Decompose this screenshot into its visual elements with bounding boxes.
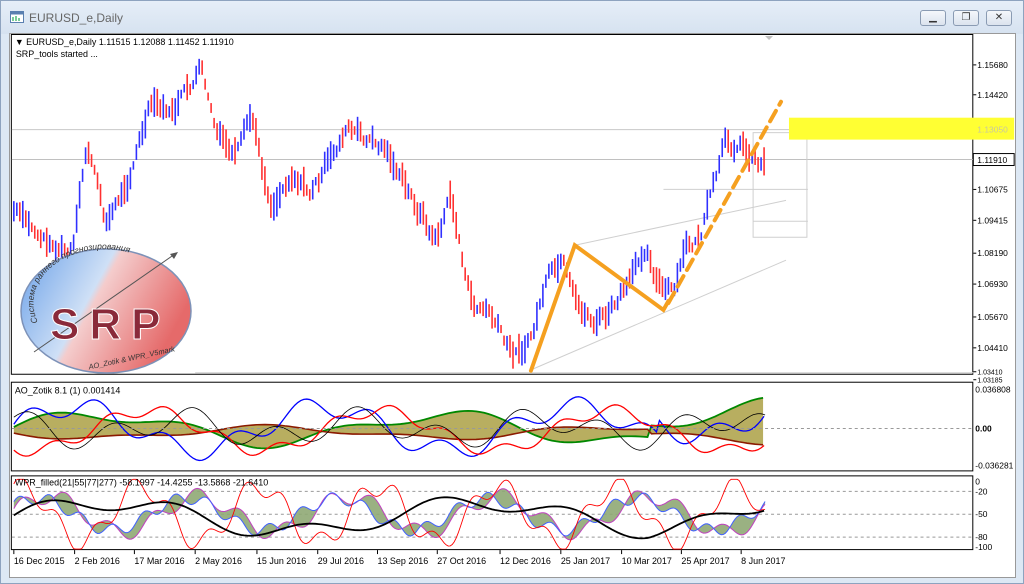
price-axis-label: 1.08190 [977, 248, 1008, 258]
ao-black-line [13, 406, 766, 451]
wpr-blue-line [13, 491, 766, 537]
time-axis-label: 29 Jul 2016 [318, 556, 364, 566]
time-axis-label: 2 Feb 2016 [75, 556, 120, 566]
time-axis-label: 17 Mar 2016 [134, 556, 184, 566]
highlight-zone[interactable] [788, 117, 1015, 140]
price-axis-label: 1.10675 [977, 184, 1008, 194]
ao-blue-line [13, 396, 765, 462]
current-price-label: 1.11910 [977, 155, 1007, 165]
restore-button[interactable]: ❐ [953, 10, 979, 26]
wpr-black-line [13, 496, 765, 540]
close-icon: ✕ [994, 12, 1004, 23]
price-axis: 1.15680 1.14420 1.10675 1.09415 1.08190 1.069… [973, 60, 1008, 385]
time-axis-label: 15 Jun 2016 [257, 556, 306, 566]
time-axis-label: 27 Oct 2016 [437, 556, 486, 566]
ao-green-line [13, 396, 764, 450]
price-axis-label: 1.06930 [977, 279, 1008, 289]
time-axis-label: 25 Jan 2017 [561, 556, 610, 566]
time-axis-label: 13 Sep 2016 [377, 556, 428, 566]
status-text: SRP_tools started ... [16, 49, 98, 59]
minimize-icon: ▁ [929, 12, 937, 23]
pattern-lines[interactable] [528, 99, 784, 373]
ao-red-line [13, 404, 765, 457]
main-panel-header: ▼ EURUSD_e,Daily 1.11515 1.12088 1.11452… [15, 37, 234, 47]
ao-brown-line [13, 423, 764, 446]
chart-window-icon [10, 11, 24, 23]
ao-header: AO_Zotik 8.1 (1) 0.001414 [15, 386, 121, 396]
wpr-panel: WPR_filled(21|55|77|277) -58.1997 -14.42… [11, 477, 974, 550]
ao-panel: AO_Zotik 8.1 (1) 0.001414 [11, 386, 974, 462]
panel-frames [10, 34, 974, 551]
ao-axis: 0.036808 0.00 -0.036281 [975, 385, 1013, 471]
time-axis-label: 10 Mar 2017 [622, 556, 672, 566]
forecast-dashed-line[interactable] [666, 99, 784, 306]
time-axis-label: 8 Jun 2017 [741, 556, 785, 566]
wpr-header: WPR_filled(21|55|77|277) -58.1997 -14.42… [15, 477, 268, 487]
minimize-button[interactable]: ▁ [920, 10, 946, 26]
zigzag-pattern-line[interactable] [528, 242, 671, 373]
wpr-axis-label: -50 [975, 509, 988, 519]
wpr-axis-label: -20 [975, 486, 988, 496]
time-axis-label: 12 Dec 2016 [500, 556, 551, 566]
price-bars [13, 58, 765, 369]
time-axis: 16 Dec 2015 2 Feb 2016 17 Mar 2016 2 May 20… [13, 550, 785, 566]
highlight-price-label: 1.13050 [977, 125, 1008, 135]
price-axis-label: 1.05670 [977, 312, 1008, 322]
wpr-axis-label: 0 [975, 476, 980, 486]
price-axis-label: 1.15680 [977, 60, 1008, 70]
time-axis-label: 16 Dec 2015 [14, 556, 65, 566]
wpr-axis-label: -80 [975, 532, 988, 542]
price-axis-label: 1.04410 [977, 343, 1008, 353]
close-button[interactable]: ✕ [986, 10, 1012, 26]
srp-logo: Система раннего прогнозирования SRP AO_Z… [20, 244, 192, 374]
time-axis-label: 2 May 2016 [195, 556, 242, 566]
price-axis-label: 1.09415 [977, 215, 1008, 225]
ao-axis-label: 0.00 [975, 424, 992, 434]
ao-fill-area [13, 397, 764, 449]
price-axis-label: 1.03410 [977, 370, 1002, 377]
ao-axis-label: 0.036808 [975, 385, 1011, 395]
pattern-guides [528, 132, 808, 372]
logo-text: SRP [50, 300, 170, 349]
wpr-fill-area [13, 488, 766, 540]
price-axis-label: 1.03185 [977, 378, 1002, 385]
current-price-box [972, 153, 1015, 167]
wpr-axis-label: -100 [975, 542, 992, 552]
restore-icon: ❐ [961, 12, 971, 23]
window-title: EURUSD_e,Daily [29, 11, 124, 25]
title-bar[interactable]: EURUSD_e,Daily ▁ ❐ ✕ [1, 1, 1023, 34]
wpr-red-line [13, 478, 766, 550]
wpr-axis: 0-20 -50 -80-100 [975, 476, 992, 552]
chart-shift-marker[interactable] [765, 35, 774, 40]
time-axis-label: 25 Apr 2017 [681, 556, 729, 566]
price-axis-label: 1.14420 [977, 90, 1008, 100]
ao-axis-label: -0.036281 [975, 460, 1013, 470]
